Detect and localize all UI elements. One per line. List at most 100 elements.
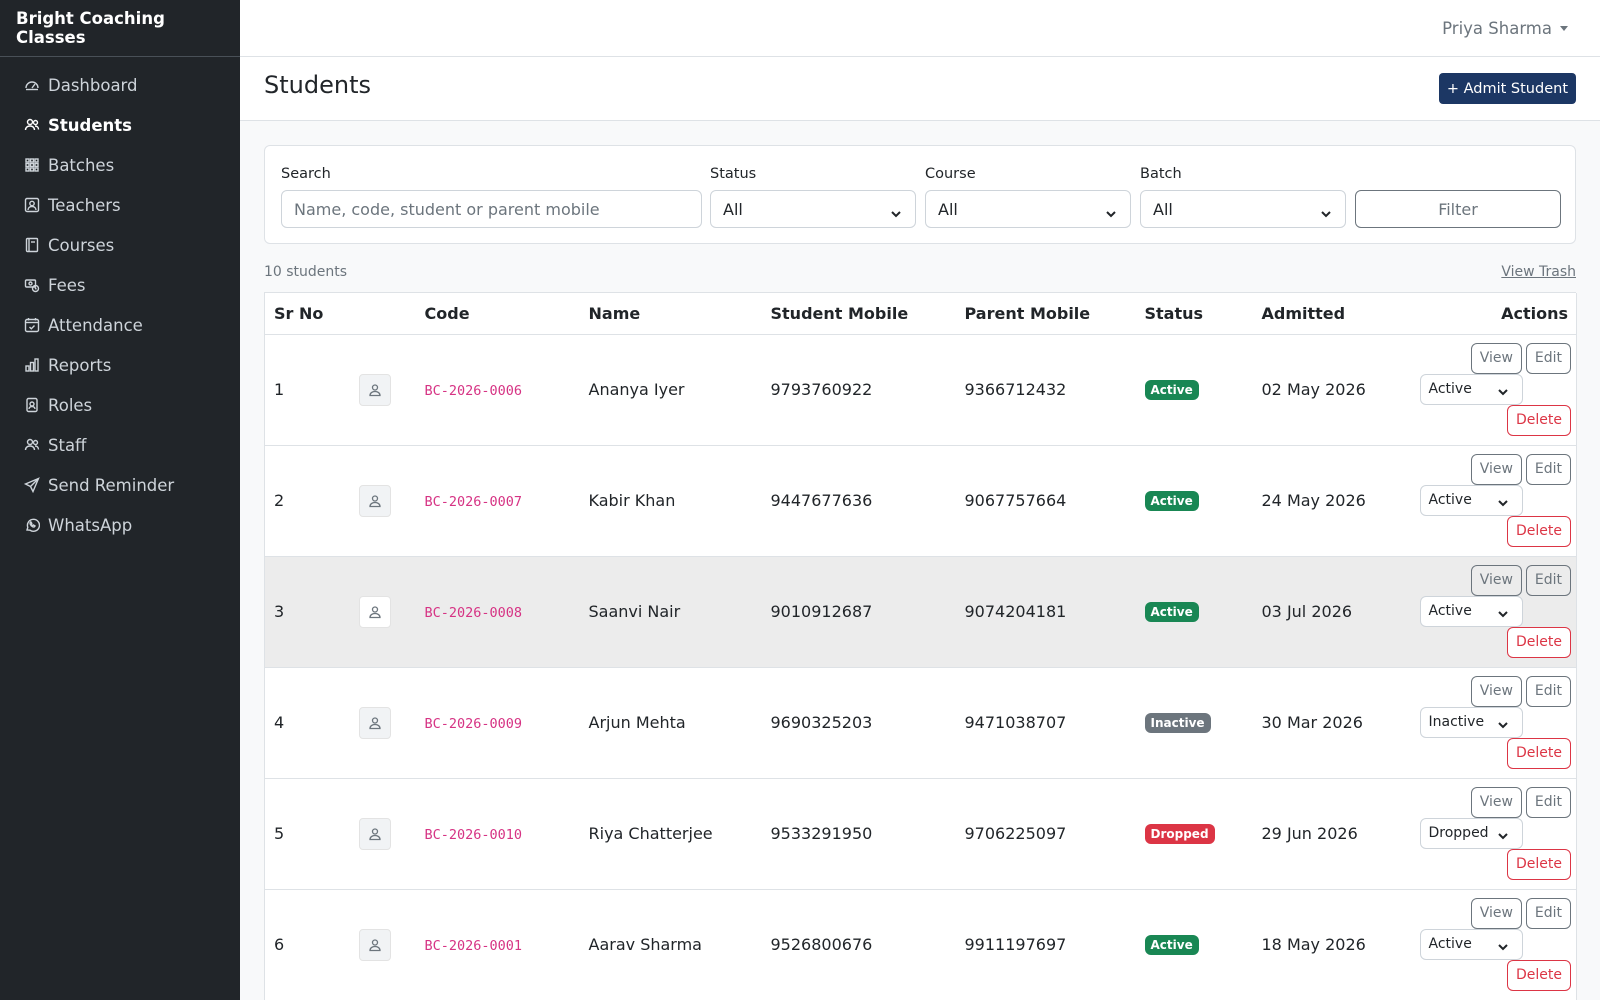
edit-button[interactable]: Edit [1525,675,1571,707]
delete-button[interactable]: Delete [1507,959,1571,991]
status-cell: Inactive [1135,667,1253,779]
student-code: BC-2026-0009 [424,716,523,732]
sidebar-item-batches[interactable]: Batches [0,145,240,185]
sr-no-cell: 5 [264,778,350,890]
people-icon [24,437,40,453]
actions-cell: View Edit Active Delete [1408,556,1577,668]
grid-icon [24,157,40,173]
delete-button[interactable]: Delete [1507,404,1571,436]
sr-no-header: Sr No [264,293,350,335]
admitted-header: Admitted [1252,293,1409,335]
sidebar-item-attendance[interactable]: Attendance [0,305,240,345]
name-cell: Saanvi Nair [579,556,762,668]
status-select[interactable]: Active [1419,928,1523,960]
admitted-cell: 24 May 2026 [1252,445,1409,557]
status-select[interactable]: Inactive [1419,706,1523,738]
sidebar-item-whatsapp[interactable]: WhatsApp [0,505,240,545]
view-button[interactable]: View [1470,342,1522,374]
sidebar-item-label: Reports [48,355,112,375]
code-cell: BC-2026-0001 [415,889,580,1000]
sr-no-cell: 3 [264,556,350,668]
brand-name[interactable]: Bright Coaching Classes [0,0,240,57]
parent-mobile-cell: 9471038707 [955,667,1136,779]
course-filter-select[interactable]: All [925,190,1131,228]
user-menu[interactable]: Priya Sharma [1442,0,1568,57]
course-filter-value: All [938,199,958,219]
chevron-down-icon [1497,496,1508,506]
status-select[interactable]: Dropped [1419,817,1523,849]
avatar-header [349,293,416,335]
status-badge: Active [1144,602,1199,622]
sidebar-item-students[interactable]: Students [0,105,240,145]
delete-button[interactable]: Delete [1507,737,1571,769]
table-body: 1 BC-2026-0006 Ananya Iyer 9793760922 936671… [264,334,1577,1000]
sidebar-item-roles[interactable]: Roles [0,385,240,425]
caret-down-icon [1560,26,1568,31]
status-badge: Active [1144,380,1199,400]
sidebar-item-label: Send Reminder [48,475,175,495]
filter-button[interactable]: Filter [1355,190,1561,228]
view-trash-link[interactable]: View Trash [1501,264,1576,280]
user-icon [368,383,382,397]
status-select[interactable]: Active [1419,373,1523,405]
avatar-cell [349,778,416,890]
status-filter-value: All [723,199,743,219]
view-button[interactable]: View [1470,897,1522,929]
send-icon [24,477,40,493]
avatar-cell [349,334,416,446]
student-mobile-cell: 9690325203 [761,667,956,779]
sidebar-item-fees[interactable]: Fees [0,265,240,305]
sidebar-item-staff[interactable]: Staff [0,425,240,465]
edit-button[interactable]: Edit [1525,453,1571,485]
user-name: Priya Sharma [1442,19,1552,38]
sidebar-item-reports[interactable]: Reports [0,345,240,385]
view-button[interactable]: View [1470,453,1522,485]
student-code: BC-2026-0006 [424,383,523,399]
code-cell: BC-2026-0006 [415,334,580,446]
edit-button[interactable]: Edit [1525,342,1571,374]
status-cell: Dropped [1135,778,1253,890]
parent-mobile-cell: 9074204181 [955,556,1136,668]
user-icon [368,827,382,841]
parent-mobile-cell: 9706225097 [955,778,1136,890]
name-cell: Ananya Iyer [579,334,762,446]
status-badge: Inactive [1144,713,1211,733]
student-mobile-cell: 9010912687 [761,556,956,668]
view-button[interactable]: View [1470,675,1522,707]
delete-button[interactable]: Delete [1507,848,1571,880]
search-label: Search [281,166,331,182]
batch-filter-select[interactable]: All [1140,190,1346,228]
sidebar-item-label: Batches [48,155,115,175]
view-button[interactable]: View [1470,564,1522,596]
dashboard-icon [24,77,40,93]
bar-chart-icon [24,357,40,373]
edit-button[interactable]: Edit [1525,897,1571,929]
delete-button[interactable]: Delete [1507,515,1571,547]
status-filter-select[interactable]: All [710,190,916,228]
avatar [358,928,391,961]
student-code: BC-2026-0007 [424,494,523,510]
sidebar-item-courses[interactable]: Courses [0,225,240,265]
sidebar-item-teachers[interactable]: Teachers [0,185,240,225]
user-icon [368,938,382,952]
chevron-down-icon [1497,940,1508,950]
code-header: Code [415,293,580,335]
actions-cell: View Edit Dropped Delete [1408,778,1577,890]
status-select[interactable]: Active [1419,484,1523,516]
admit-student-button[interactable]: + Admit Student [1438,73,1576,104]
sidebar-item-label: Attendance [48,315,143,335]
edit-button[interactable]: Edit [1525,786,1571,818]
sidebar-item-label: Teachers [48,195,121,215]
search-input[interactable]: Name, code, student or parent mobile [281,190,702,228]
parent-mobile-cell: 9366712432 [955,334,1136,446]
view-button[interactable]: View [1470,786,1522,818]
name-cell: Riya Chatterjee [579,778,762,890]
sidebar-item-send-reminder[interactable]: Send Reminder [0,465,240,505]
status-select[interactable]: Active [1419,595,1523,627]
status-badge: Active [1144,935,1199,955]
delete-button[interactable]: Delete [1507,626,1571,658]
actions-cell: View Edit Active Delete [1408,334,1577,446]
sidebar-item-dashboard[interactable]: Dashboard [0,65,240,105]
admitted-cell: 02 May 2026 [1252,334,1409,446]
edit-button[interactable]: Edit [1525,564,1571,596]
